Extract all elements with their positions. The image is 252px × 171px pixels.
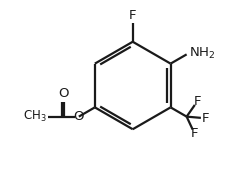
Text: F: F [129, 9, 137, 22]
Text: F: F [194, 95, 201, 108]
Text: F: F [201, 112, 209, 125]
Text: O: O [59, 88, 69, 101]
Text: CH$_3$: CH$_3$ [23, 109, 46, 124]
Text: F: F [191, 127, 198, 140]
Text: NH$_2$: NH$_2$ [189, 46, 215, 61]
Text: O: O [74, 110, 84, 123]
